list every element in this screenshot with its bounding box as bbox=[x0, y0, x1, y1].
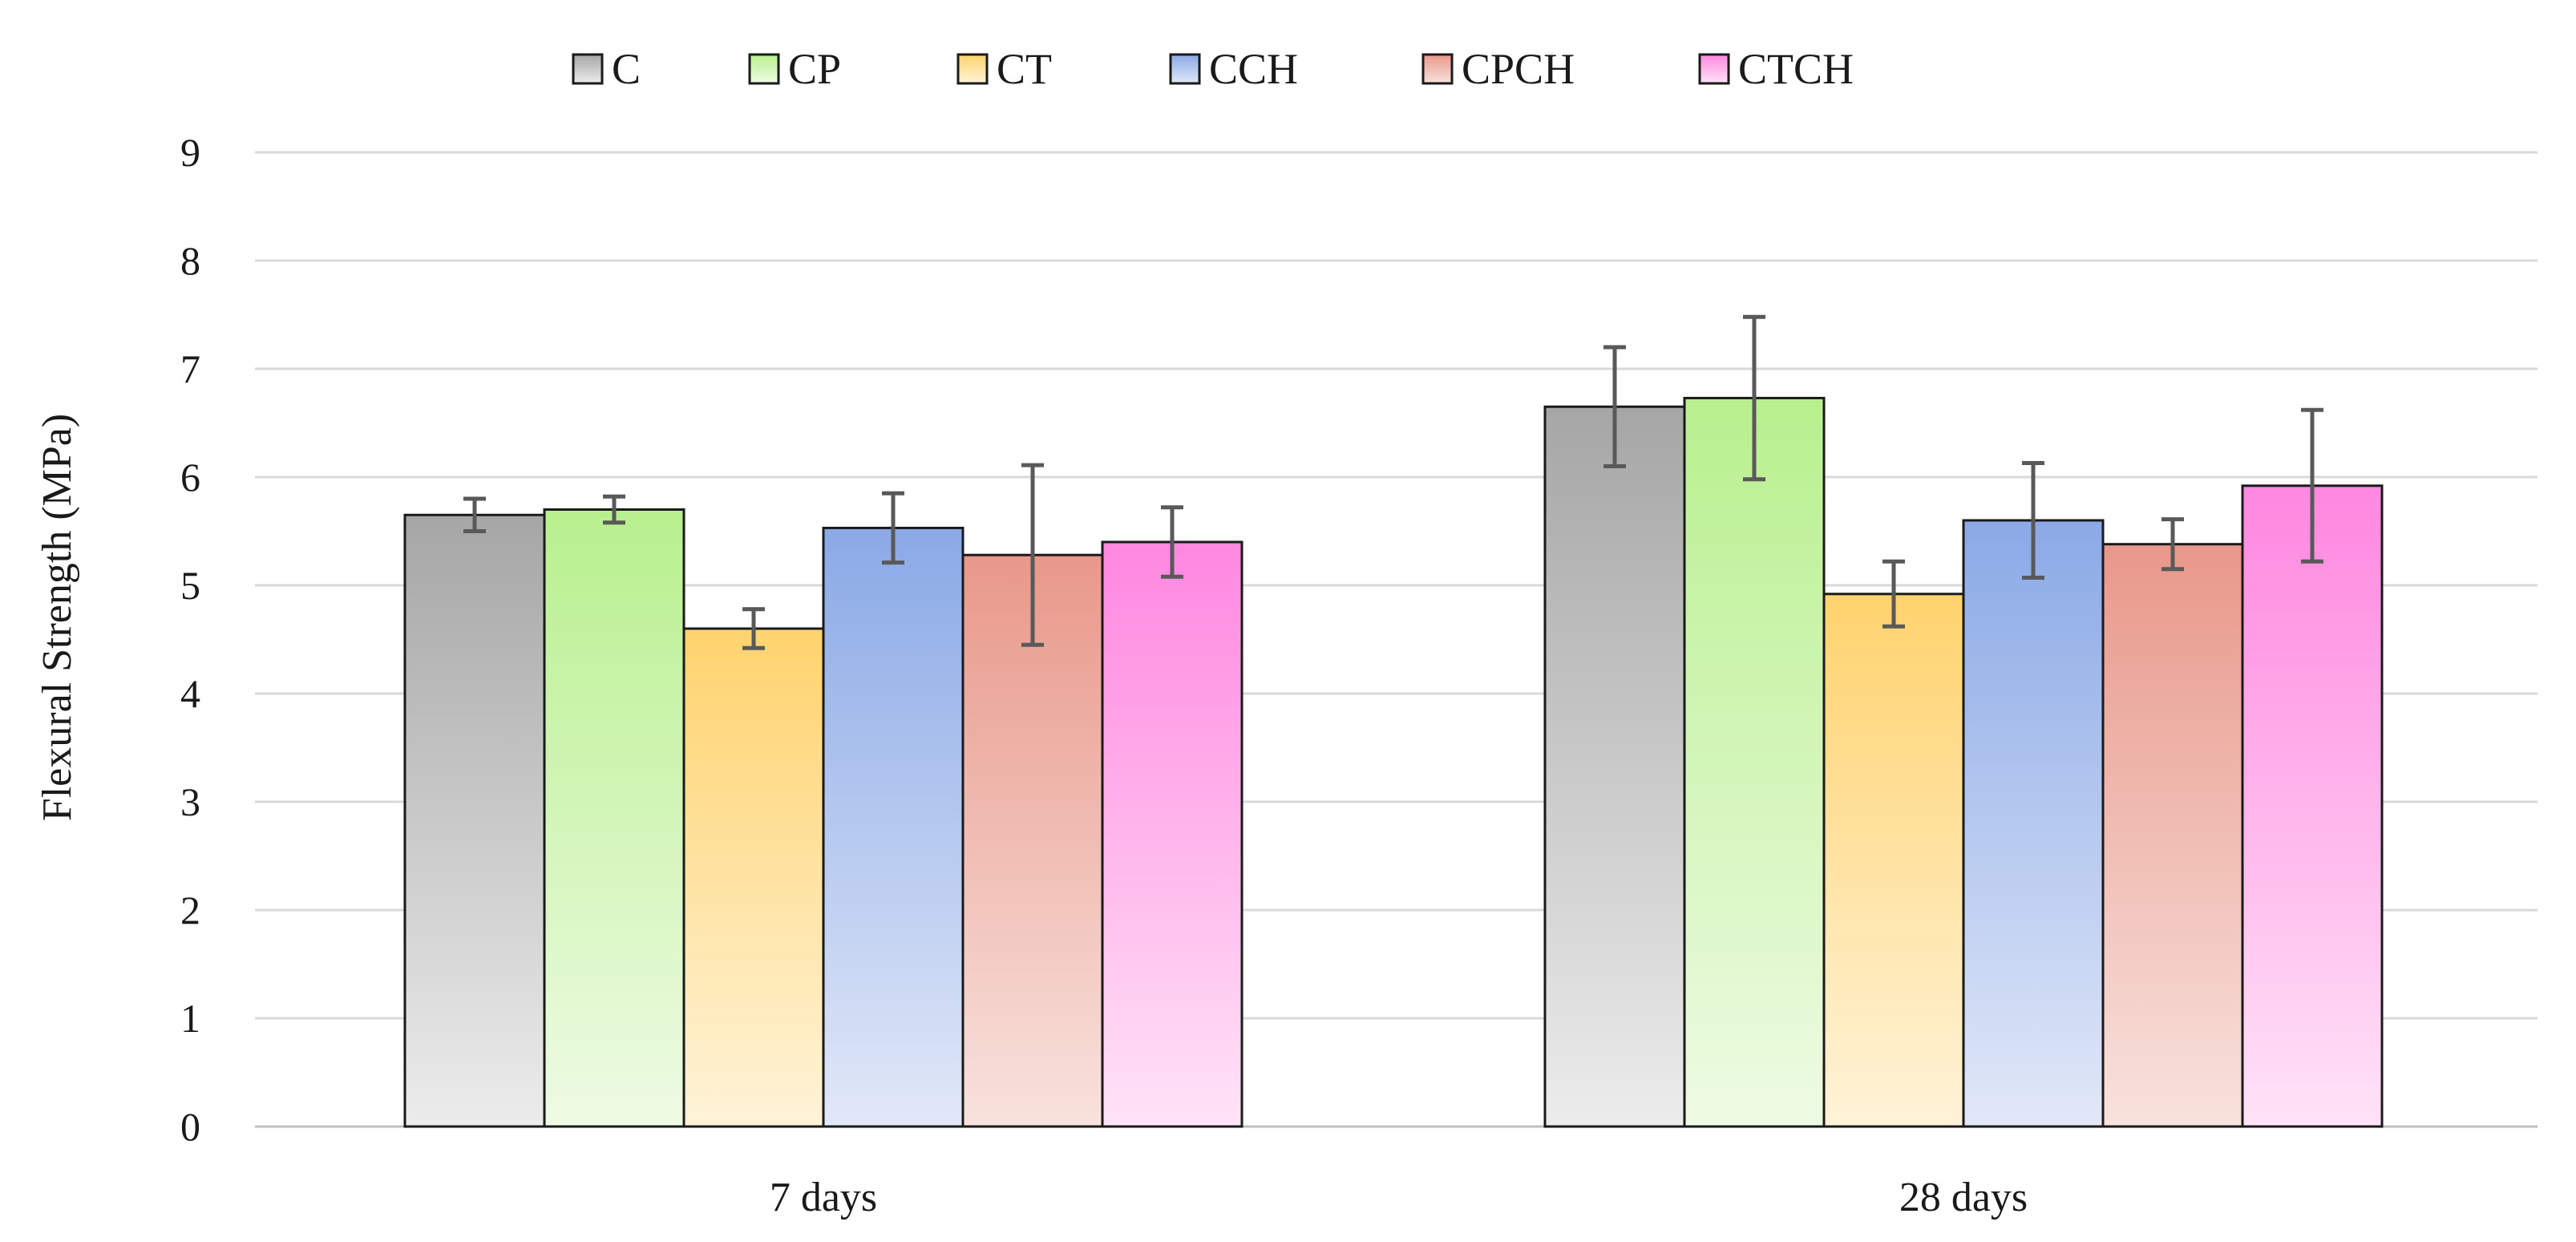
bar-ctch-28-days bbox=[2241, 484, 2384, 1128]
legend-item-cp: CP bbox=[748, 45, 841, 93]
legend-item-c: C bbox=[572, 45, 641, 93]
y-tick-label: 5 bbox=[180, 563, 200, 608]
error-bar-c-28-days bbox=[1603, 345, 1626, 468]
bar-ctch-7-days bbox=[1101, 540, 1244, 1128]
y-tick-label: 8 bbox=[180, 238, 200, 283]
y-tick-label: 6 bbox=[180, 455, 200, 500]
legend-swatch bbox=[1698, 53, 1730, 85]
x-axis-categories: 7 days 28 days bbox=[770, 1175, 2028, 1220]
error-bar-ct-28-days bbox=[1882, 559, 1905, 629]
y-tick-label: 7 bbox=[180, 346, 200, 391]
legend-item-ctch: CTCH bbox=[1698, 45, 1854, 93]
legend-label: CTCH bbox=[1738, 45, 1854, 93]
y-tick-label: 9 bbox=[180, 130, 200, 175]
bar-c-7-days bbox=[403, 513, 546, 1128]
legend-swatch bbox=[572, 53, 604, 85]
legend: C CP CT CCH CPCH CTCH bbox=[572, 45, 1854, 93]
y-tick-label: 2 bbox=[180, 888, 200, 933]
error-bar-cch-28-days bbox=[2022, 460, 2044, 581]
error-bar-cp-7-days bbox=[603, 494, 625, 525]
legend-swatch bbox=[956, 53, 989, 85]
y-tick-label: 4 bbox=[180, 671, 200, 716]
error-bar-ct-7-days bbox=[742, 607, 765, 650]
legend-item-cpch: CPCH bbox=[1421, 45, 1575, 93]
legend-item-ct: CT bbox=[956, 45, 1052, 93]
legend-label: C bbox=[612, 45, 641, 93]
x-category-label: 28 days bbox=[1899, 1175, 2028, 1220]
error-bar-cpch-28-days bbox=[2161, 517, 2184, 572]
x-category-label: 7 days bbox=[770, 1175, 877, 1220]
bars bbox=[403, 396, 2384, 1128]
error-bar-ctch-7-days bbox=[1161, 505, 1183, 579]
error-bars bbox=[463, 314, 2323, 650]
bar-ct-28-days bbox=[1822, 593, 1965, 1128]
y-tick-label: 0 bbox=[180, 1104, 200, 1149]
legend-label: CT bbox=[997, 45, 1052, 93]
legend-swatch bbox=[1169, 53, 1201, 85]
legend-label: CCH bbox=[1209, 45, 1298, 93]
bar-ct-7-days bbox=[682, 627, 825, 1128]
bar-cpch-28-days bbox=[2101, 543, 2244, 1128]
error-bar-cpch-7-days bbox=[1021, 463, 1044, 647]
legend-label: CPCH bbox=[1462, 45, 1575, 93]
bar-cp-28-days bbox=[1683, 396, 1826, 1128]
legend-label: CP bbox=[788, 45, 841, 93]
legend-item-cch: CCH bbox=[1169, 45, 1298, 93]
y-axis-ticks: 0 1 2 3 4 5 6 7 8 9 bbox=[180, 130, 200, 1149]
error-bar-cp-28-days bbox=[1743, 314, 1765, 482]
error-bar-ctch-28-days bbox=[2301, 407, 2323, 564]
y-tick-label: 3 bbox=[180, 779, 200, 824]
bar-cch-28-days bbox=[1962, 519, 2105, 1128]
error-bar-cch-7-days bbox=[882, 491, 904, 565]
error-bar-c-7-days bbox=[463, 496, 486, 533]
legend-swatch bbox=[1421, 53, 1454, 85]
bar-cpch-7-days bbox=[961, 553, 1104, 1128]
y-axis-title: Flexural Strength (MPa) bbox=[34, 414, 80, 821]
bar-cch-7-days bbox=[822, 526, 964, 1128]
bar-cp-7-days bbox=[543, 508, 685, 1128]
legend-swatch bbox=[748, 53, 780, 85]
bar-c-28-days bbox=[1543, 405, 1686, 1128]
y-tick-label: 1 bbox=[180, 996, 200, 1041]
